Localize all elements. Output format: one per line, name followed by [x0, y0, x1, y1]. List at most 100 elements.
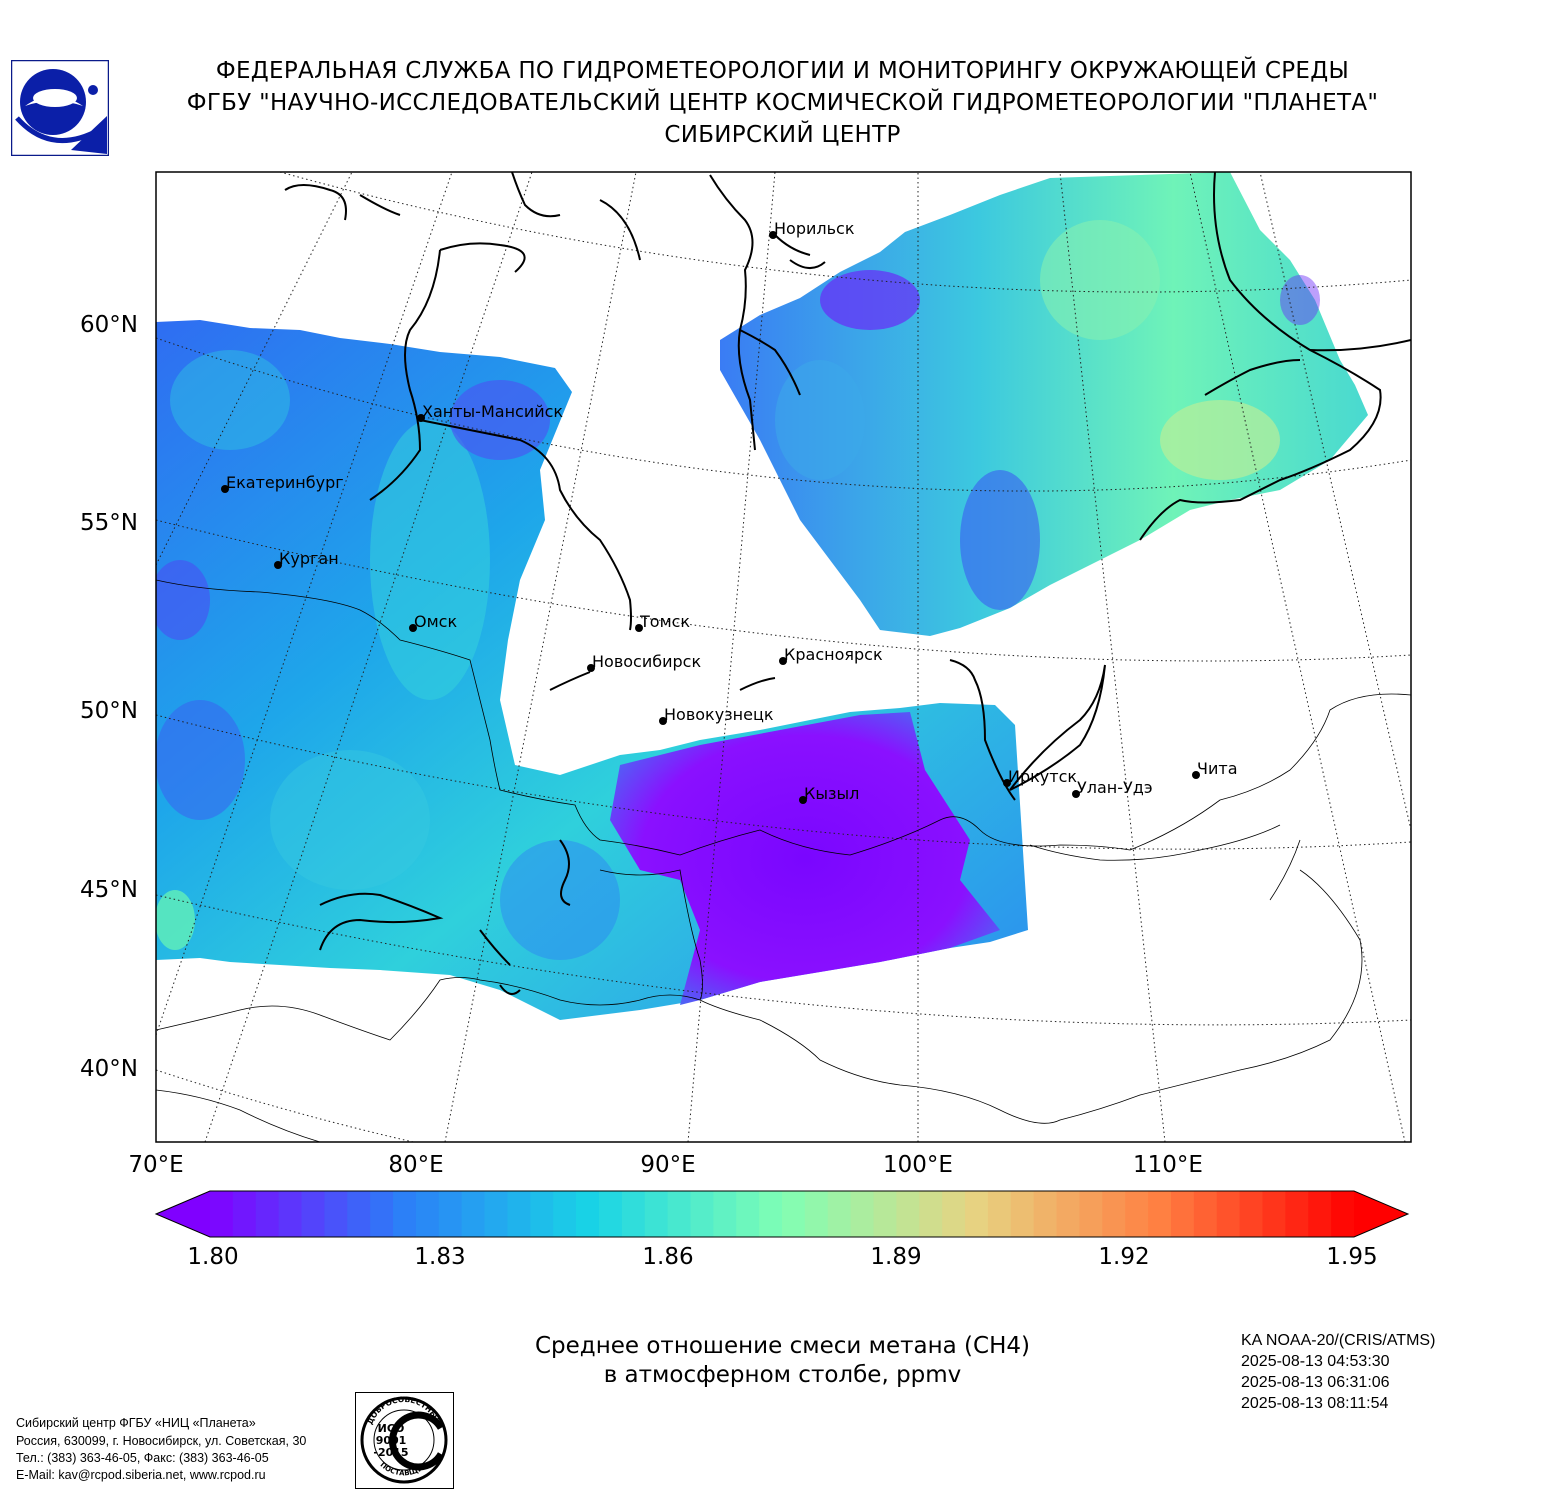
colorbar-cell	[850, 1191, 875, 1237]
header-institute: ФГБУ "НАУЧНО-ИССЛЕДОВАТЕЛЬСКИЙ ЦЕНТР КОС…	[186, 90, 1379, 116]
lon-label-90: 90°E	[640, 1152, 696, 1178]
city-1-label: Норильск	[774, 219, 855, 238]
city-1-marker	[769, 231, 777, 239]
city-11-marker	[799, 796, 807, 804]
lat-label-50: 50°N	[80, 698, 138, 724]
lat-label-55: 55°N	[80, 510, 138, 536]
colorbar-cell	[690, 1191, 714, 1237]
lon-label-110: 110°E	[1133, 1152, 1203, 1178]
graticule	[156, 172, 1411, 1142]
colorbar-cell	[896, 1191, 920, 1237]
city-12-label: Улан-Удэ	[1077, 778, 1153, 797]
borders	[156, 579, 1411, 1142]
colorbar-cell	[1262, 1191, 1286, 1237]
city-9-label: Новокузнецк	[664, 705, 774, 724]
city-12-marker	[1072, 790, 1080, 798]
contact-org: Сибирский центр ФГБУ «НИЦ «Планета»	[16, 1416, 256, 1430]
colorbar-cell	[621, 1191, 646, 1237]
colorbar-cell	[1285, 1191, 1309, 1237]
header-agency: ФЕДЕРАЛЬНАЯ СЛУЖБА ПО ГИДРОМЕТЕОРОЛОГИИ …	[215, 58, 1350, 84]
colorbar-cell	[507, 1191, 531, 1237]
colorbar-cell	[1079, 1191, 1103, 1237]
colorbar-cell	[1239, 1191, 1264, 1237]
city-2-label: Ханты-Мансийск	[422, 402, 563, 421]
swath-west	[156, 320, 1028, 1020]
colorbar-cell	[736, 1191, 760, 1237]
colorbar-cell	[255, 1191, 280, 1237]
colorbar-cell	[965, 1191, 989, 1237]
colorbar-cell	[415, 1191, 440, 1237]
header-center: СИБИРСКИЙ ЦЕНТР	[664, 122, 901, 148]
colorbar-cell	[1056, 1191, 1081, 1237]
city-9-marker	[659, 717, 667, 725]
satellite-time-1: 2025-08-13 04:53:30	[1241, 1353, 1390, 1370]
colorbar-cell	[782, 1191, 806, 1237]
colorbar-cell	[1308, 1191, 1332, 1237]
planeta-logo	[10, 59, 110, 157]
iso-badge-line3: -2015	[373, 1446, 408, 1459]
colorbar-cell	[919, 1191, 943, 1237]
satellite-time-3: 2025-08-13 08:11:54	[1241, 1395, 1389, 1412]
colorbar-cell	[484, 1191, 509, 1237]
colorbar-cell	[1170, 1191, 1195, 1237]
colorbar-tick-1.80: 1.80	[187, 1244, 239, 1270]
colorbar-cell	[713, 1191, 737, 1237]
colorbar-cell	[210, 1191, 234, 1237]
colorbar-cell	[438, 1191, 463, 1237]
city-8-marker	[779, 657, 787, 665]
colorbar-cell	[1148, 1191, 1172, 1237]
city-8-label: Красноярск	[784, 645, 883, 664]
colorbar-cell	[804, 1191, 829, 1237]
city-5-marker	[409, 624, 417, 632]
colorbar-cell	[667, 1191, 692, 1237]
colorbar-cell	[393, 1191, 417, 1237]
lat-label-45: 45°N	[80, 877, 138, 903]
colorbar-tick-1.95: 1.95	[1326, 1244, 1378, 1270]
colorbar-cell	[759, 1191, 783, 1237]
lat-label-60: 60°N	[80, 312, 138, 338]
colorbar-cell	[1033, 1191, 1058, 1237]
colorbar-cell	[232, 1191, 257, 1237]
contact-email: E-Mail: kav@rcpod.siberia.net, www.rcpod…	[16, 1468, 266, 1482]
city-10-label: Иркутск	[1008, 767, 1077, 786]
colorbar-cell	[873, 1191, 897, 1237]
colorbar-cell	[598, 1191, 623, 1237]
colorbar-extend-low	[156, 1191, 210, 1237]
city-4-marker	[274, 561, 282, 569]
colorbar-cell	[1193, 1191, 1218, 1237]
colorbar-cell	[1010, 1191, 1035, 1237]
colorbar-cell	[1216, 1191, 1241, 1237]
colorbar-tick-1.92: 1.92	[1098, 1244, 1150, 1270]
colorbar-cell	[576, 1191, 600, 1237]
colorbar-tick-1.86: 1.86	[642, 1244, 694, 1270]
colorbar-cell	[301, 1191, 325, 1237]
city-2-marker	[417, 414, 425, 422]
colorbar-cell	[278, 1191, 303, 1237]
contact-address: Россия, 630099, г. Новосибирск, ул. Сове…	[16, 1434, 307, 1448]
city-10-marker	[1003, 779, 1011, 787]
colorbar-tick-1.83: 1.83	[414, 1244, 466, 1270]
city-5-label: Омск	[414, 612, 457, 631]
colorbar-cell	[1331, 1191, 1355, 1237]
colorbar-extend-high	[1354, 1191, 1408, 1237]
caption-title: Среднее отношение смеси метана (CH4)	[534, 1333, 1030, 1359]
iso-badge-line2: 9001	[376, 1434, 407, 1447]
lon-label-100: 100°E	[883, 1152, 953, 1178]
city-6-marker	[635, 624, 643, 632]
colorbar-cell	[644, 1191, 669, 1237]
city-7-label: Новосибирск	[592, 652, 701, 671]
swath-northeast	[720, 172, 1368, 636]
satellite-name: KA NOAA-20/(CRIS/ATMS)	[1241, 1332, 1436, 1349]
colorbar-cell	[827, 1191, 852, 1237]
city-3-label: Екатеринбург	[226, 473, 344, 492]
satellite-time-2: 2025-08-13 06:31:06	[1241, 1374, 1390, 1391]
colorbar-cell	[370, 1191, 394, 1237]
cities: Норильск Ханты-Мансийск Екатеринбург Курган…	[221, 219, 1238, 804]
iso-badge-line1: ИСО	[378, 1422, 405, 1435]
city-13-marker	[1192, 771, 1200, 779]
lon-label-80: 80°E	[388, 1152, 444, 1178]
colorbar-cell	[1102, 1191, 1126, 1237]
colorbar-cell	[461, 1191, 486, 1237]
colorbar-cell	[553, 1191, 577, 1237]
colorbar-cell	[530, 1191, 554, 1237]
